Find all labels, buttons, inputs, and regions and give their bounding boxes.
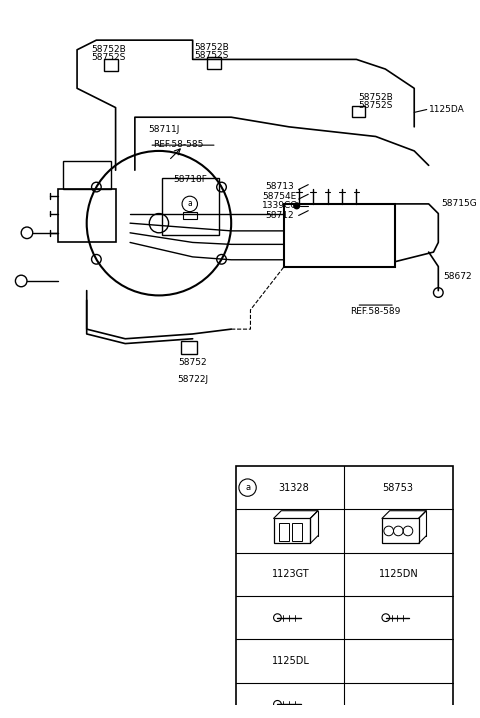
Text: a: a (245, 483, 250, 492)
Text: 58722J: 58722J (177, 375, 208, 383)
Text: 1339CC: 1339CC (262, 201, 297, 210)
Text: 58752: 58752 (179, 358, 207, 368)
Text: 1125DA: 1125DA (429, 105, 465, 114)
Text: 58752S: 58752S (92, 53, 126, 62)
Text: 58753: 58753 (382, 482, 413, 493)
Text: 31328: 31328 (278, 482, 309, 493)
Text: 58752S: 58752S (359, 101, 393, 110)
Text: REF.58-589: REF.58-589 (350, 307, 401, 317)
Text: 58715G: 58715G (441, 200, 477, 208)
Text: 58718F: 58718F (173, 175, 207, 185)
Text: 58672: 58672 (443, 271, 472, 281)
Text: 1123GT: 1123GT (272, 569, 310, 579)
Text: 58713: 58713 (265, 182, 294, 191)
Text: 58752B: 58752B (194, 43, 229, 52)
Text: 58752B: 58752B (358, 93, 393, 103)
Text: 58752B: 58752B (92, 45, 126, 55)
Text: 58752S: 58752S (195, 51, 229, 60)
Circle shape (294, 203, 300, 209)
Text: 58754E: 58754E (262, 192, 297, 201)
Text: REF.58-585: REF.58-585 (153, 140, 204, 149)
Text: 58712: 58712 (265, 211, 294, 220)
Text: 1125DL: 1125DL (272, 656, 310, 666)
Text: 1125DN: 1125DN (379, 569, 419, 579)
Text: 58711J: 58711J (148, 125, 180, 134)
Text: a: a (187, 200, 192, 208)
